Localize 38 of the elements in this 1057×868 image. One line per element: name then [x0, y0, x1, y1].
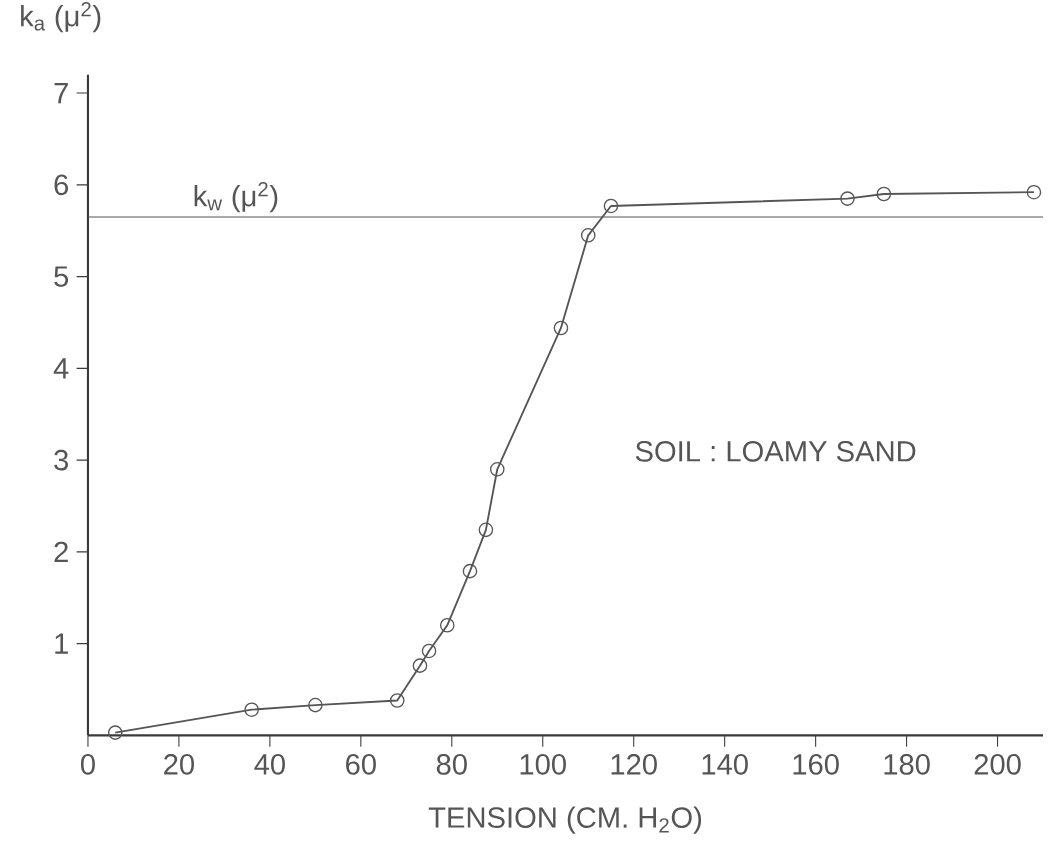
x-tick-label: 60	[346, 753, 376, 775]
y-tick-label: 7	[54, 82, 68, 104]
point	[439, 617, 455, 633]
y-tick-label: 1	[55, 633, 68, 654]
x-tick-label: 200	[974, 753, 1021, 775]
point	[840, 191, 855, 206]
y-tick-label: 3	[54, 449, 69, 471]
x-axis-title: TENSION (CM. H$_{2}$O)	[428, 806, 702, 834]
point	[421, 643, 437, 659]
point	[462, 563, 478, 579]
y-tick-label: 6	[54, 174, 69, 196]
x-tick-label: 40	[254, 753, 285, 775]
x-tick-label: 20	[164, 753, 194, 775]
x-tick-label: 80	[436, 753, 467, 775]
y-axis-title: k$_{a}$ (μ$^{2}$)	[21, 1, 101, 33]
point	[412, 658, 428, 673]
point	[580, 227, 596, 243]
point	[553, 320, 569, 336]
x-tick-label: 160	[793, 753, 839, 775]
point	[478, 522, 494, 538]
point	[308, 697, 323, 713]
point	[107, 725, 123, 740]
y-tick-label: 2	[54, 541, 68, 562]
ref-line-label: k$_{w}$ (μ$^{2}$)	[194, 181, 278, 213]
x-tick-label: 100	[520, 753, 566, 775]
point	[389, 693, 405, 708]
y-tick-label: 4	[53, 358, 69, 379]
point	[603, 198, 619, 214]
point	[876, 186, 892, 202]
x-tick-label: 120	[611, 753, 657, 775]
x-tick-label: 0	[80, 753, 95, 775]
y-tick-label: 5	[54, 266, 69, 287]
point	[489, 461, 505, 477]
point	[244, 702, 259, 717]
point	[1026, 184, 1042, 200]
annotation: SOIL : LOAMY SAND	[635, 440, 916, 462]
x-tick-label: 180	[884, 753, 930, 775]
x-tick-label: 140	[702, 753, 748, 775]
